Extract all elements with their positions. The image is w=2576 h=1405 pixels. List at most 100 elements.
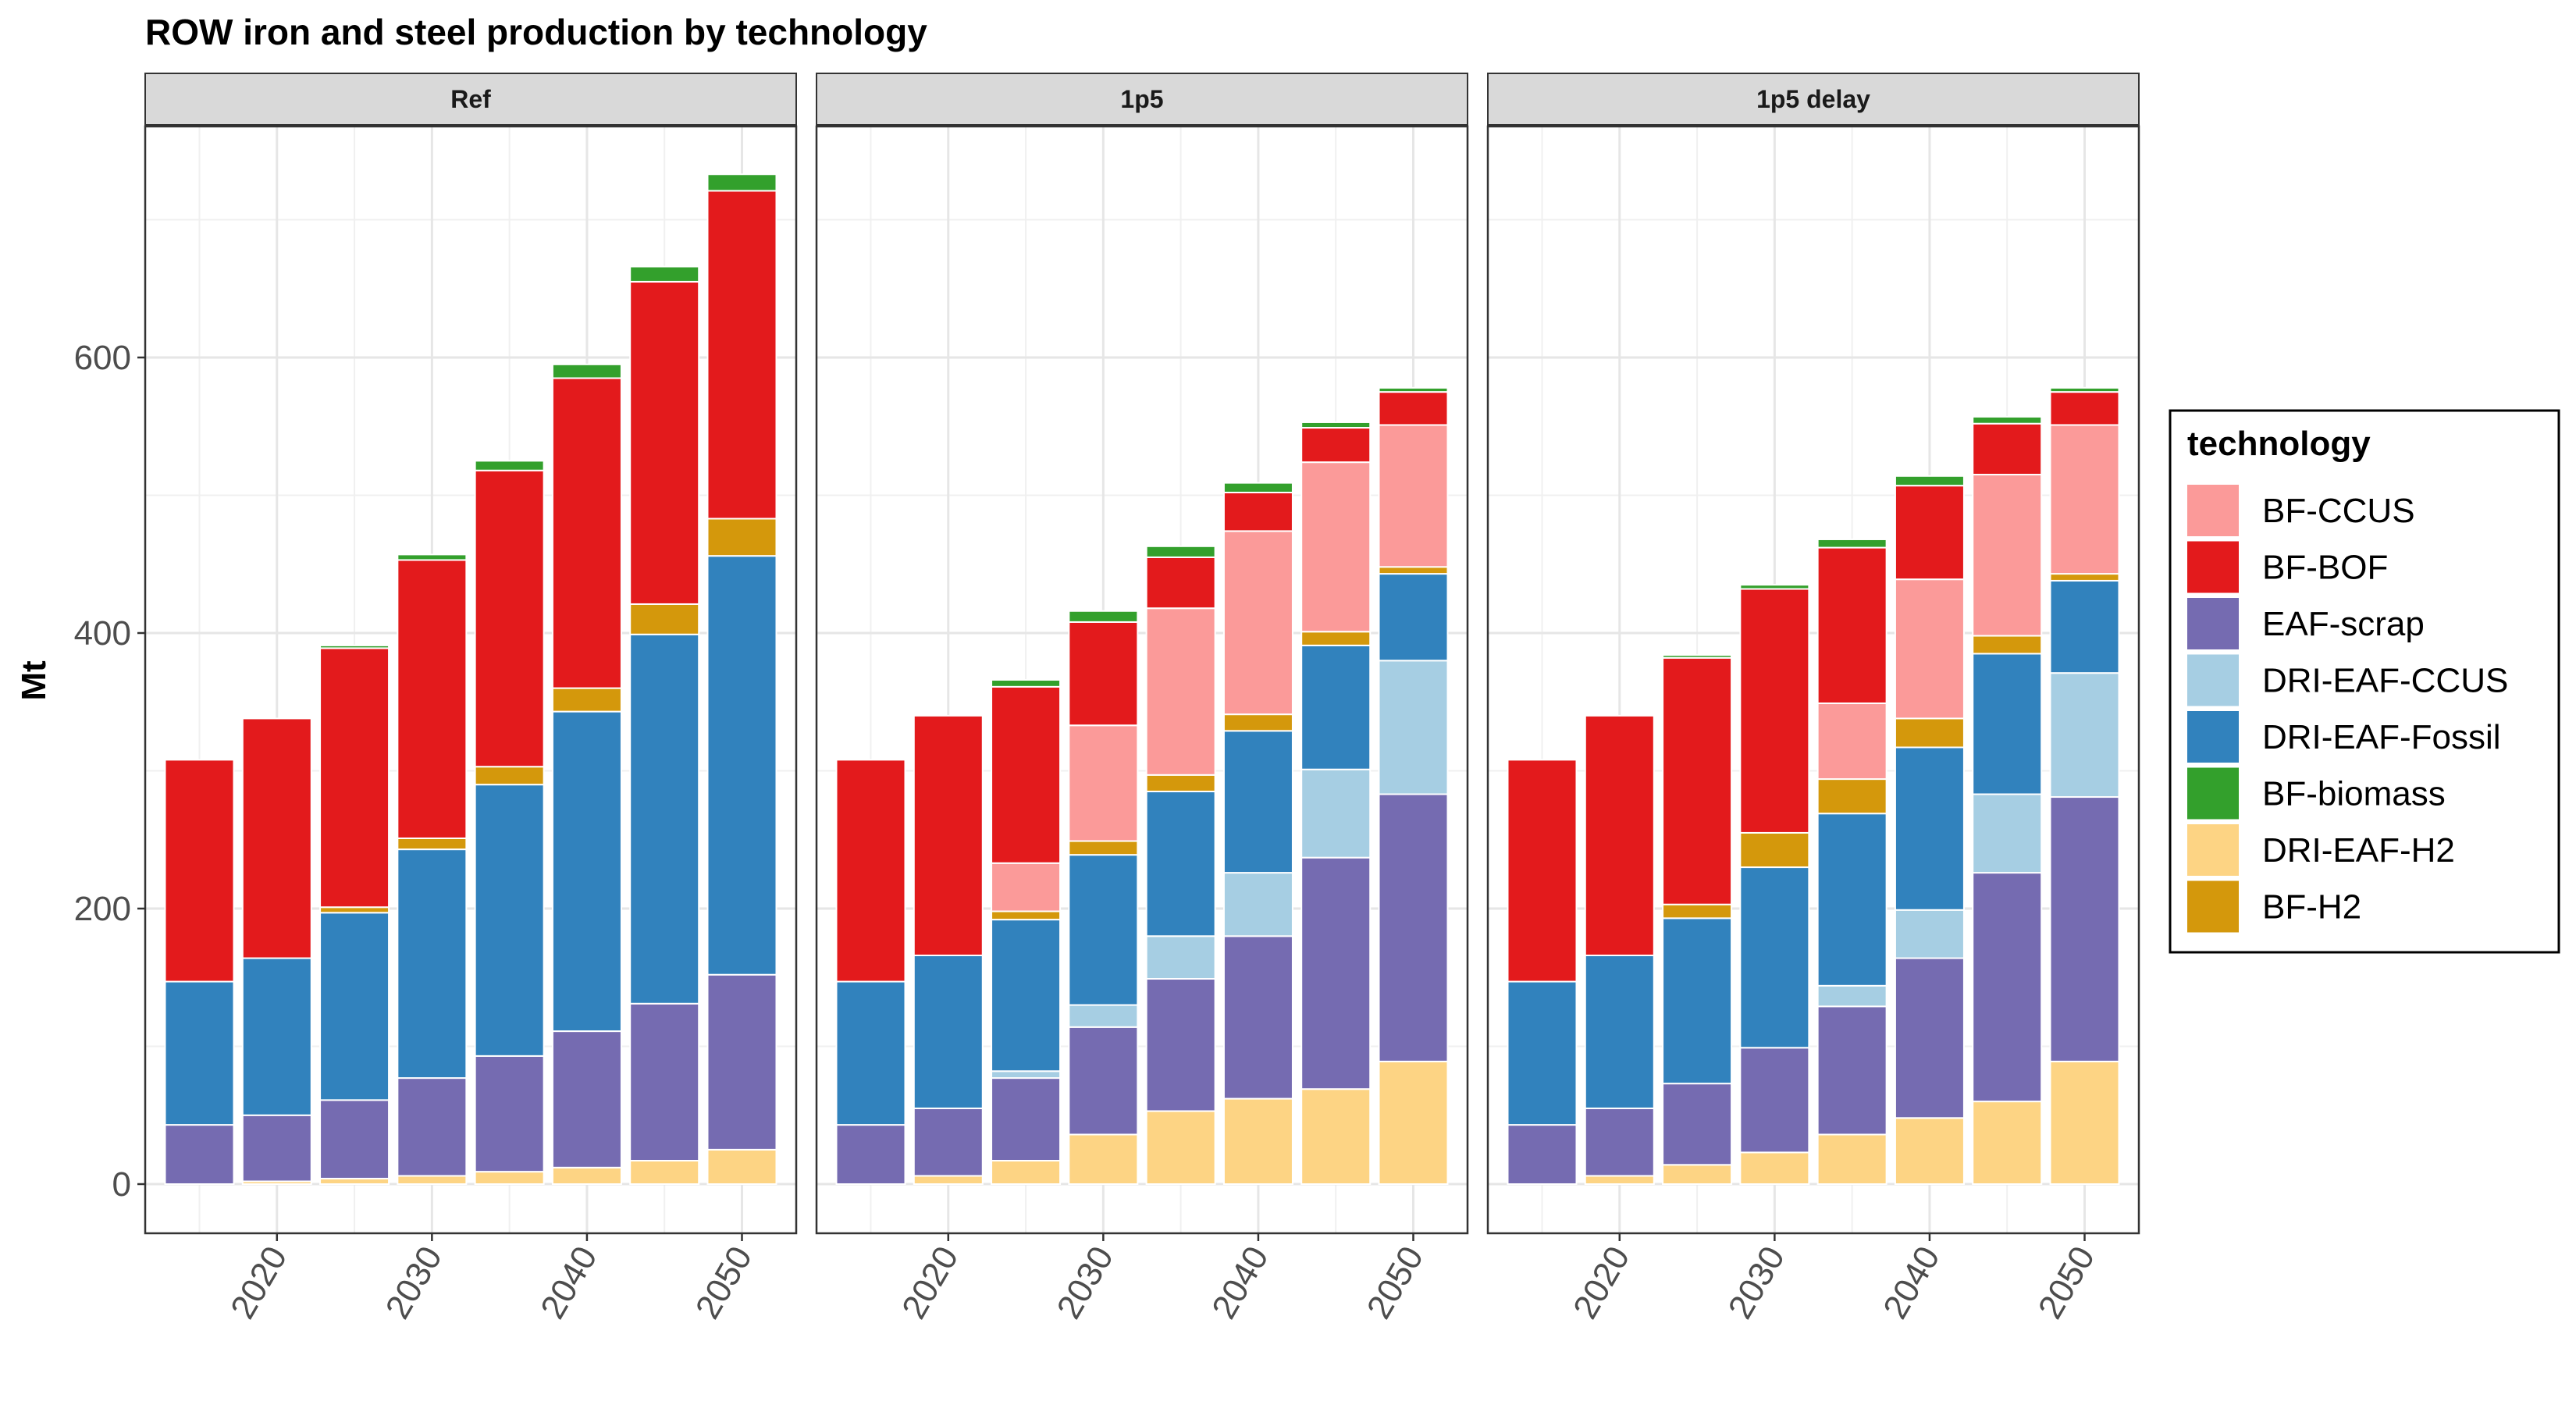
bar-segment-bf-bof (1739, 588, 1810, 834)
facet-strip-label: Ref (450, 85, 491, 113)
facet-strip (144, 73, 797, 126)
bar-segment-bf-h2 (474, 766, 545, 786)
y-tick-label: 0 (112, 1165, 131, 1204)
bar-segment-eaf-scrap (1894, 957, 1965, 1119)
bar-segment-eaf-scrap (164, 1124, 235, 1185)
bar-segment-dri-eaf-h2 (1222, 1097, 1293, 1185)
bar-segment-bf-h2 (1739, 831, 1810, 869)
bar-segment-dri-eaf-h2 (1584, 1175, 1655, 1186)
x-tick-label: 2020 (895, 1240, 966, 1325)
legend-item-bf-biomass: BF-biomass (2187, 767, 2446, 820)
bar-segment-bf-ccus (1894, 578, 1965, 720)
facet-strip (1487, 73, 2140, 126)
bar-segment-dri-eaf-ccus (991, 1070, 1062, 1080)
bar-segment-eaf-scrap (1739, 1047, 1810, 1154)
bar-segment-bf-h2 (1894, 717, 1965, 749)
bar-segment-bf-h2 (1300, 631, 1372, 646)
bar-segment-eaf-scrap (629, 1002, 700, 1161)
bar-segment-bf-biomass (1972, 415, 2043, 425)
bar-segment-bf-bof (1068, 621, 1139, 727)
bar-segment-dri-eaf-h2 (706, 1148, 777, 1185)
bar-segment-bf-biomass (1739, 584, 1810, 590)
legend-label: EAF-scrap (2262, 605, 2425, 643)
x-tick-label: 2040 (1204, 1240, 1276, 1325)
bar-segment-bf-h2 (1662, 903, 1733, 919)
legend-label: BF-biomass (2262, 775, 2446, 813)
bar-segment-dri-eaf-h2 (1816, 1133, 1888, 1185)
bar-segment-bf-h2 (706, 518, 777, 557)
y-axis-label: Mt (15, 660, 53, 701)
bar-segment-dri-eaf-fossil (1300, 644, 1372, 770)
bar-segment-dri-eaf-h2 (1894, 1117, 1965, 1186)
bar-segment-dri-eaf-fossil (1222, 730, 1293, 874)
x-tick-label: 2020 (1566, 1240, 1637, 1325)
bar-segment-bf-h2 (991, 910, 1062, 921)
legend-swatch (2187, 767, 2239, 820)
bar-segment-dri-eaf-fossil (164, 980, 235, 1126)
bar-segment-bf-biomass (397, 553, 468, 561)
bar-segment-bf-h2 (1222, 713, 1293, 732)
bar-segment-dri-eaf-fossil (474, 784, 545, 1057)
bar-segment-dri-eaf-h2 (991, 1159, 1062, 1185)
legend-swatch (2187, 485, 2239, 536)
legend-item-bf-bof: BF-BOF (2187, 541, 2388, 593)
legend-item-dri-eaf-h2: DRI-EAF-H2 (2187, 824, 2455, 876)
bar-segment-dri-eaf-fossil (319, 912, 390, 1101)
bar-segment-dri-eaf-fossil (1662, 917, 1733, 1085)
bar-segment-bf-biomass (629, 265, 700, 283)
bar-segment-dri-eaf-h2 (1068, 1133, 1139, 1185)
panel-border (1486, 125, 2140, 1235)
bar-segment-dri-eaf-h2 (397, 1175, 468, 1186)
legend: technology BF-CCUS BF-BOF EAF-scrap DRI-EAF-… (2169, 409, 2560, 954)
y-tick-label: 400 (74, 614, 131, 653)
bar-segment-dri-eaf-ccus (2049, 672, 2120, 799)
bar-segment-eaf-scrap (1300, 856, 1372, 1090)
y-axis: 0 200 400 600 (74, 339, 145, 1204)
bar-segment-bf-biomass (551, 363, 622, 379)
bar-segment-bf-biomass (991, 679, 1062, 688)
legend-item-dri-eaf-ccus: DRI-EAF-CCUS (2187, 654, 2508, 706)
bar-segment-dri-eaf-ccus (1894, 909, 1965, 959)
bar-segment-dri-eaf-fossil (1972, 653, 2043, 795)
y-tick-label: 600 (74, 339, 131, 377)
bar-segment-eaf-scrap (1584, 1107, 1655, 1177)
bar-segment-eaf-scrap (1507, 1124, 1578, 1185)
legend-label: DRI-EAF-Fossil (2262, 718, 2501, 756)
bar-segment-bf-h2 (1145, 774, 1216, 792)
bar-segment-bf-bof (241, 717, 312, 959)
legend-item-bf-ccus: BF-CCUS (2187, 485, 2415, 536)
bar-segment-dri-eaf-fossil (1378, 573, 1449, 662)
bar-segment-bf-ccus (2049, 424, 2120, 575)
bar-segment-dri-eaf-ccus (1145, 935, 1216, 980)
x-tick-label: 2050 (2031, 1240, 2102, 1325)
bar-segment-bf-bof (991, 685, 1062, 864)
bar-segment-bf-biomass (2049, 386, 2120, 393)
bar-segment-eaf-scrap (835, 1124, 906, 1185)
bar-segment-bf-biomass (1816, 538, 1888, 549)
bar-segment-bf-bof (1300, 427, 1372, 464)
x-tick-label: 2020 (223, 1240, 294, 1325)
bar-segment-bf-bof (474, 469, 545, 768)
bar-segment-dri-eaf-fossil (1068, 854, 1139, 1006)
bar-segment-eaf-scrap (706, 973, 777, 1151)
legend-swatch (2187, 654, 2239, 706)
bar-segment-bf-biomass (319, 644, 390, 649)
legend-label: DRI-EAF-H2 (2262, 831, 2455, 870)
chart-title: ROW iron and steel production by technol… (145, 12, 927, 52)
bar-segment-dri-eaf-fossil (1894, 746, 1965, 911)
bar-segment-bf-h2 (629, 603, 700, 635)
bar-segment-bf-biomass (1894, 475, 1965, 487)
bar-segment-dri-eaf-h2 (551, 1166, 622, 1185)
bar-segment-bf-bof (1378, 391, 1449, 426)
bar-segment-dri-eaf-h2 (2049, 1060, 2120, 1186)
bar-segment-bf-h2 (1378, 566, 1449, 575)
bar-segment-eaf-scrap (551, 1030, 622, 1168)
bar-segment-eaf-scrap (319, 1099, 390, 1179)
bar-segment-dri-eaf-fossil (241, 957, 312, 1116)
bar-segment-bf-biomass (1145, 545, 1216, 558)
bar-segment-eaf-scrap (2049, 796, 2120, 1062)
bar-segment-dri-eaf-h2 (1662, 1164, 1733, 1186)
x-tick-label: 2030 (1721, 1240, 1792, 1325)
x-tick-label: 2040 (533, 1240, 604, 1325)
